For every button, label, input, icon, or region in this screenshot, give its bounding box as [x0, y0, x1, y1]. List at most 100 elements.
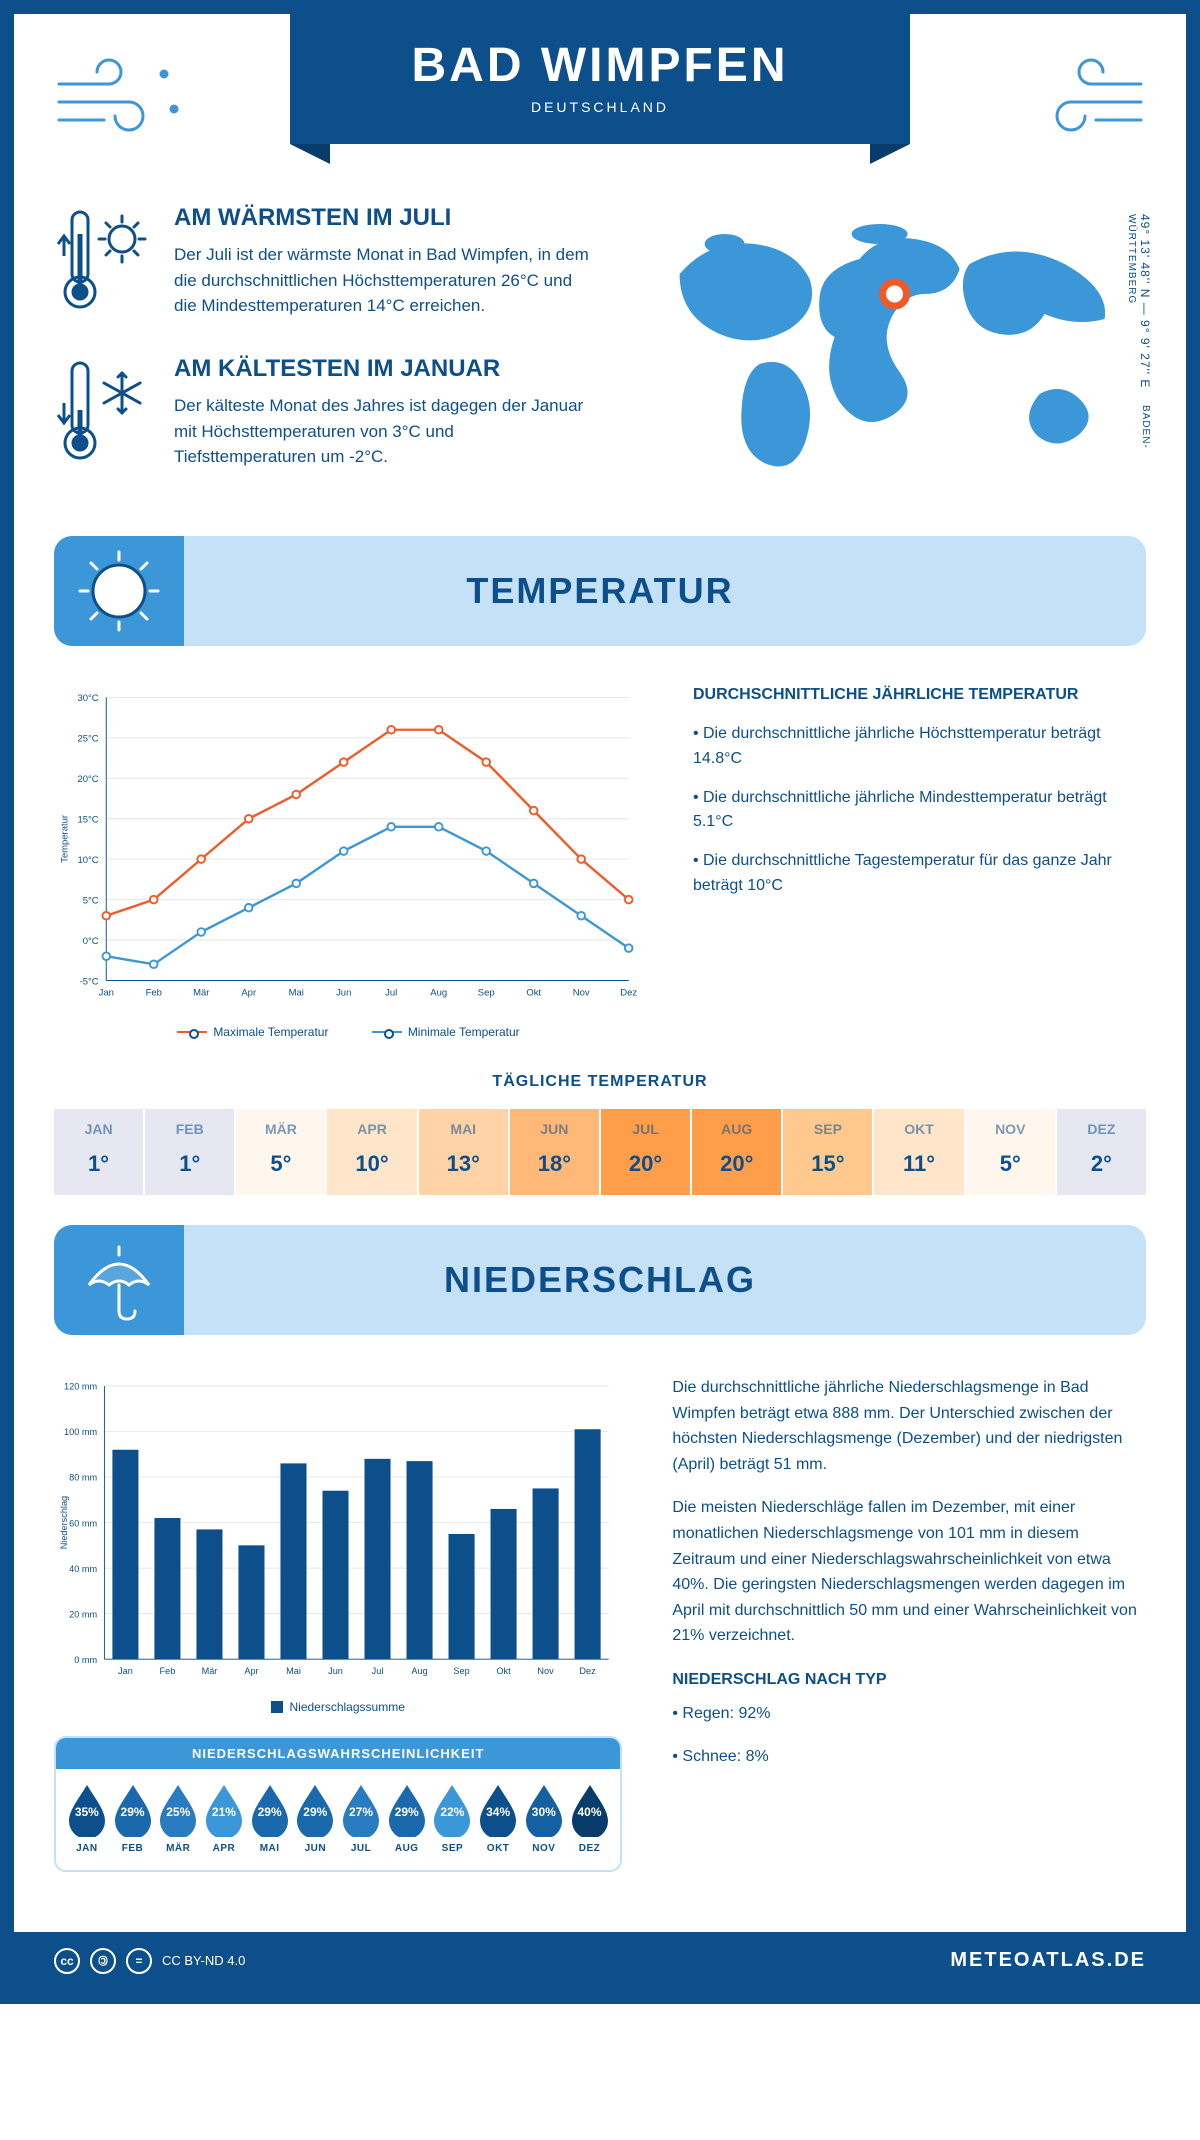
temperature-chart: -5°C 0°C 5°C 10°C 15°C 20°C 25°C 30°C Jan Feb Mär A…: [54, 686, 643, 1039]
daily-cell: MAI13°: [419, 1109, 508, 1195]
svg-text:Aug: Aug: [411, 1666, 427, 1676]
cc-icon: cc: [54, 1948, 80, 1974]
prob-drop: 29% FEB: [110, 1783, 156, 1854]
svg-text:Jan: Jan: [99, 988, 114, 999]
prob-title: NIEDERSCHLAGSWAHRSCHEINLICHKEIT: [56, 1738, 620, 1769]
wind-icon: [54, 54, 184, 144]
svg-text:5°C: 5°C: [83, 895, 99, 906]
svg-text:40 mm: 40 mm: [69, 1564, 97, 1574]
precip-text-2: Die meisten Niederschläge fallen im Deze…: [672, 1495, 1146, 1649]
svg-text:80 mm: 80 mm: [69, 1473, 97, 1483]
section-precipitation: NIEDERSCHLAG: [54, 1225, 1146, 1335]
precip-type-title: NIEDERSCHLAG NACH TYP: [672, 1667, 1146, 1693]
fact-warm-title: AM WÄRMSTEN IM JULI: [174, 204, 593, 232]
daily-cell: APR10°: [327, 1109, 416, 1195]
precip-type-bullet: • Regen: 92%: [672, 1701, 1146, 1727]
svg-text:0°C: 0°C: [83, 936, 99, 947]
svg-text:Apr: Apr: [241, 988, 256, 999]
svg-text:Jul: Jul: [372, 1666, 384, 1676]
title-banner: BAD WIMPFEN DEUTSCHLAND: [290, 14, 910, 144]
svg-text:Nov: Nov: [573, 988, 590, 999]
svg-text:Dez: Dez: [620, 988, 637, 999]
svg-text:15°C: 15°C: [77, 815, 98, 826]
svg-text:10°C: 10°C: [77, 855, 98, 866]
svg-text:Apr: Apr: [244, 1666, 258, 1676]
license-text: CC BY-ND 4.0: [162, 1953, 245, 1968]
prob-drop: 30% NOV: [521, 1783, 567, 1854]
daily-cell: SEP15°: [783, 1109, 872, 1195]
coordinates: 49° 13' 48'' N — 9° 9' 27'' E: [1138, 214, 1152, 388]
sun-icon: [54, 536, 184, 646]
temp-bullet: • Die durchschnittliche jährliche Mindes…: [693, 786, 1146, 836]
daily-cell: AUG20°: [692, 1109, 781, 1195]
prob-drop: 27% JUL: [338, 1783, 384, 1854]
svg-text:Jun: Jun: [328, 1666, 343, 1676]
prob-drop: 35% JAN: [64, 1783, 110, 1854]
daily-cell: OKT11°: [874, 1109, 963, 1195]
header: BAD WIMPFEN DEUTSCHLAND: [54, 14, 1146, 194]
prob-drop: 29% JUN: [292, 1783, 338, 1854]
fact-cold-title: AM KÄLTESTEN IM JANUAR: [174, 355, 593, 383]
legend-min: Minimale Temperatur: [408, 1025, 520, 1039]
svg-text:Mär: Mär: [193, 988, 209, 999]
prob-drop: 22% SEP: [430, 1783, 476, 1854]
svg-text:Jul: Jul: [385, 988, 397, 999]
precip-probability-box: NIEDERSCHLAGSWAHRSCHEINLICHKEIT 35% JAN …: [54, 1736, 622, 1872]
svg-text:Temperatur: Temperatur: [59, 815, 70, 863]
daily-cell: DEZ2°: [1057, 1109, 1146, 1195]
svg-text:60 mm: 60 mm: [69, 1518, 97, 1528]
fact-warm: AM WÄRMSTEN IM JULI Der Juli ist der wär…: [54, 204, 593, 319]
prob-drop: 29% MAI: [247, 1783, 293, 1854]
prob-drop: 21% APR: [201, 1783, 247, 1854]
svg-text:25°C: 25°C: [77, 734, 98, 745]
svg-text:Dez: Dez: [579, 1666, 596, 1676]
by-icon: 🄯: [90, 1948, 116, 1974]
precip-text-1: Die durchschnittliche jährliche Niedersc…: [672, 1375, 1146, 1477]
svg-text:30°C: 30°C: [77, 693, 98, 704]
prob-drop: 34% OKT: [475, 1783, 521, 1854]
daily-cell: FEB1°: [145, 1109, 234, 1195]
fact-cold-text: Der kälteste Monat des Jahres ist dagege…: [174, 393, 593, 470]
precip-legend: Niederschlagssumme: [289, 1700, 404, 1714]
section-temperature: TEMPERATUR: [54, 536, 1146, 646]
svg-text:Mai: Mai: [286, 1666, 301, 1676]
temp-bullet: • Die durchschnittliche Tagestemperatur …: [693, 849, 1146, 899]
svg-text:20 mm: 20 mm: [69, 1609, 97, 1619]
daily-cell: MÄR5°: [236, 1109, 325, 1195]
precip-type-bullet: • Schnee: 8%: [672, 1744, 1146, 1770]
svg-text:-5°C: -5°C: [80, 976, 99, 987]
page-subtitle: DEUTSCHLAND: [290, 99, 910, 115]
daily-temp-title: TÄGLICHE TEMPERATUR: [54, 1073, 1146, 1091]
prob-drop: 40% DEZ: [567, 1783, 613, 1854]
footer: cc 🄯 = CC BY-ND 4.0 METEOATLAS.DE: [14, 1932, 1186, 1990]
brand-name: METEOATLAS.DE: [950, 1949, 1146, 1972]
svg-text:Feb: Feb: [146, 988, 162, 999]
nd-icon: =: [126, 1948, 152, 1974]
svg-text:Mai: Mai: [289, 988, 304, 999]
temp-bullet: • Die durchschnittliche jährliche Höchst…: [693, 722, 1146, 772]
temp-summary-title: DURCHSCHNITTLICHE JÄHRLICHE TEMPERATUR: [693, 686, 1146, 704]
section-title: TEMPERATUR: [466, 570, 733, 612]
wind-icon: [1016, 54, 1146, 144]
daily-temp-grid: JAN1°FEB1°MÄR5°APR10°MAI13°JUN18°JUL20°A…: [54, 1109, 1146, 1195]
svg-text:Jun: Jun: [336, 988, 351, 999]
svg-text:Okt: Okt: [526, 988, 541, 999]
svg-text:Niederschlag: Niederschlag: [59, 1496, 69, 1549]
section-title: NIEDERSCHLAG: [444, 1259, 756, 1301]
svg-text:Sep: Sep: [478, 988, 495, 999]
svg-text:Okt: Okt: [496, 1666, 511, 1676]
prob-drop: 25% MÄR: [155, 1783, 201, 1854]
fact-cold: AM KÄLTESTEN IM JANUAR Der kälteste Mona…: [54, 355, 593, 470]
svg-text:Jan: Jan: [118, 1666, 133, 1676]
svg-text:Feb: Feb: [160, 1666, 176, 1676]
fact-warm-text: Der Juli ist der wärmste Monat in Bad Wi…: [174, 242, 593, 319]
prob-drop: 29% AUG: [384, 1783, 430, 1854]
page-title: BAD WIMPFEN: [290, 38, 910, 93]
svg-text:Sep: Sep: [453, 1666, 469, 1676]
daily-cell: JUL20°: [601, 1109, 690, 1195]
svg-text:100 mm: 100 mm: [64, 1427, 97, 1437]
world-map: 49° 13' 48'' N — 9° 9' 27'' E BADEN-WÜRT…: [633, 204, 1146, 506]
svg-text:Aug: Aug: [430, 988, 447, 999]
thermometer-snow-icon: [54, 355, 154, 470]
svg-text:20°C: 20°C: [77, 774, 98, 785]
